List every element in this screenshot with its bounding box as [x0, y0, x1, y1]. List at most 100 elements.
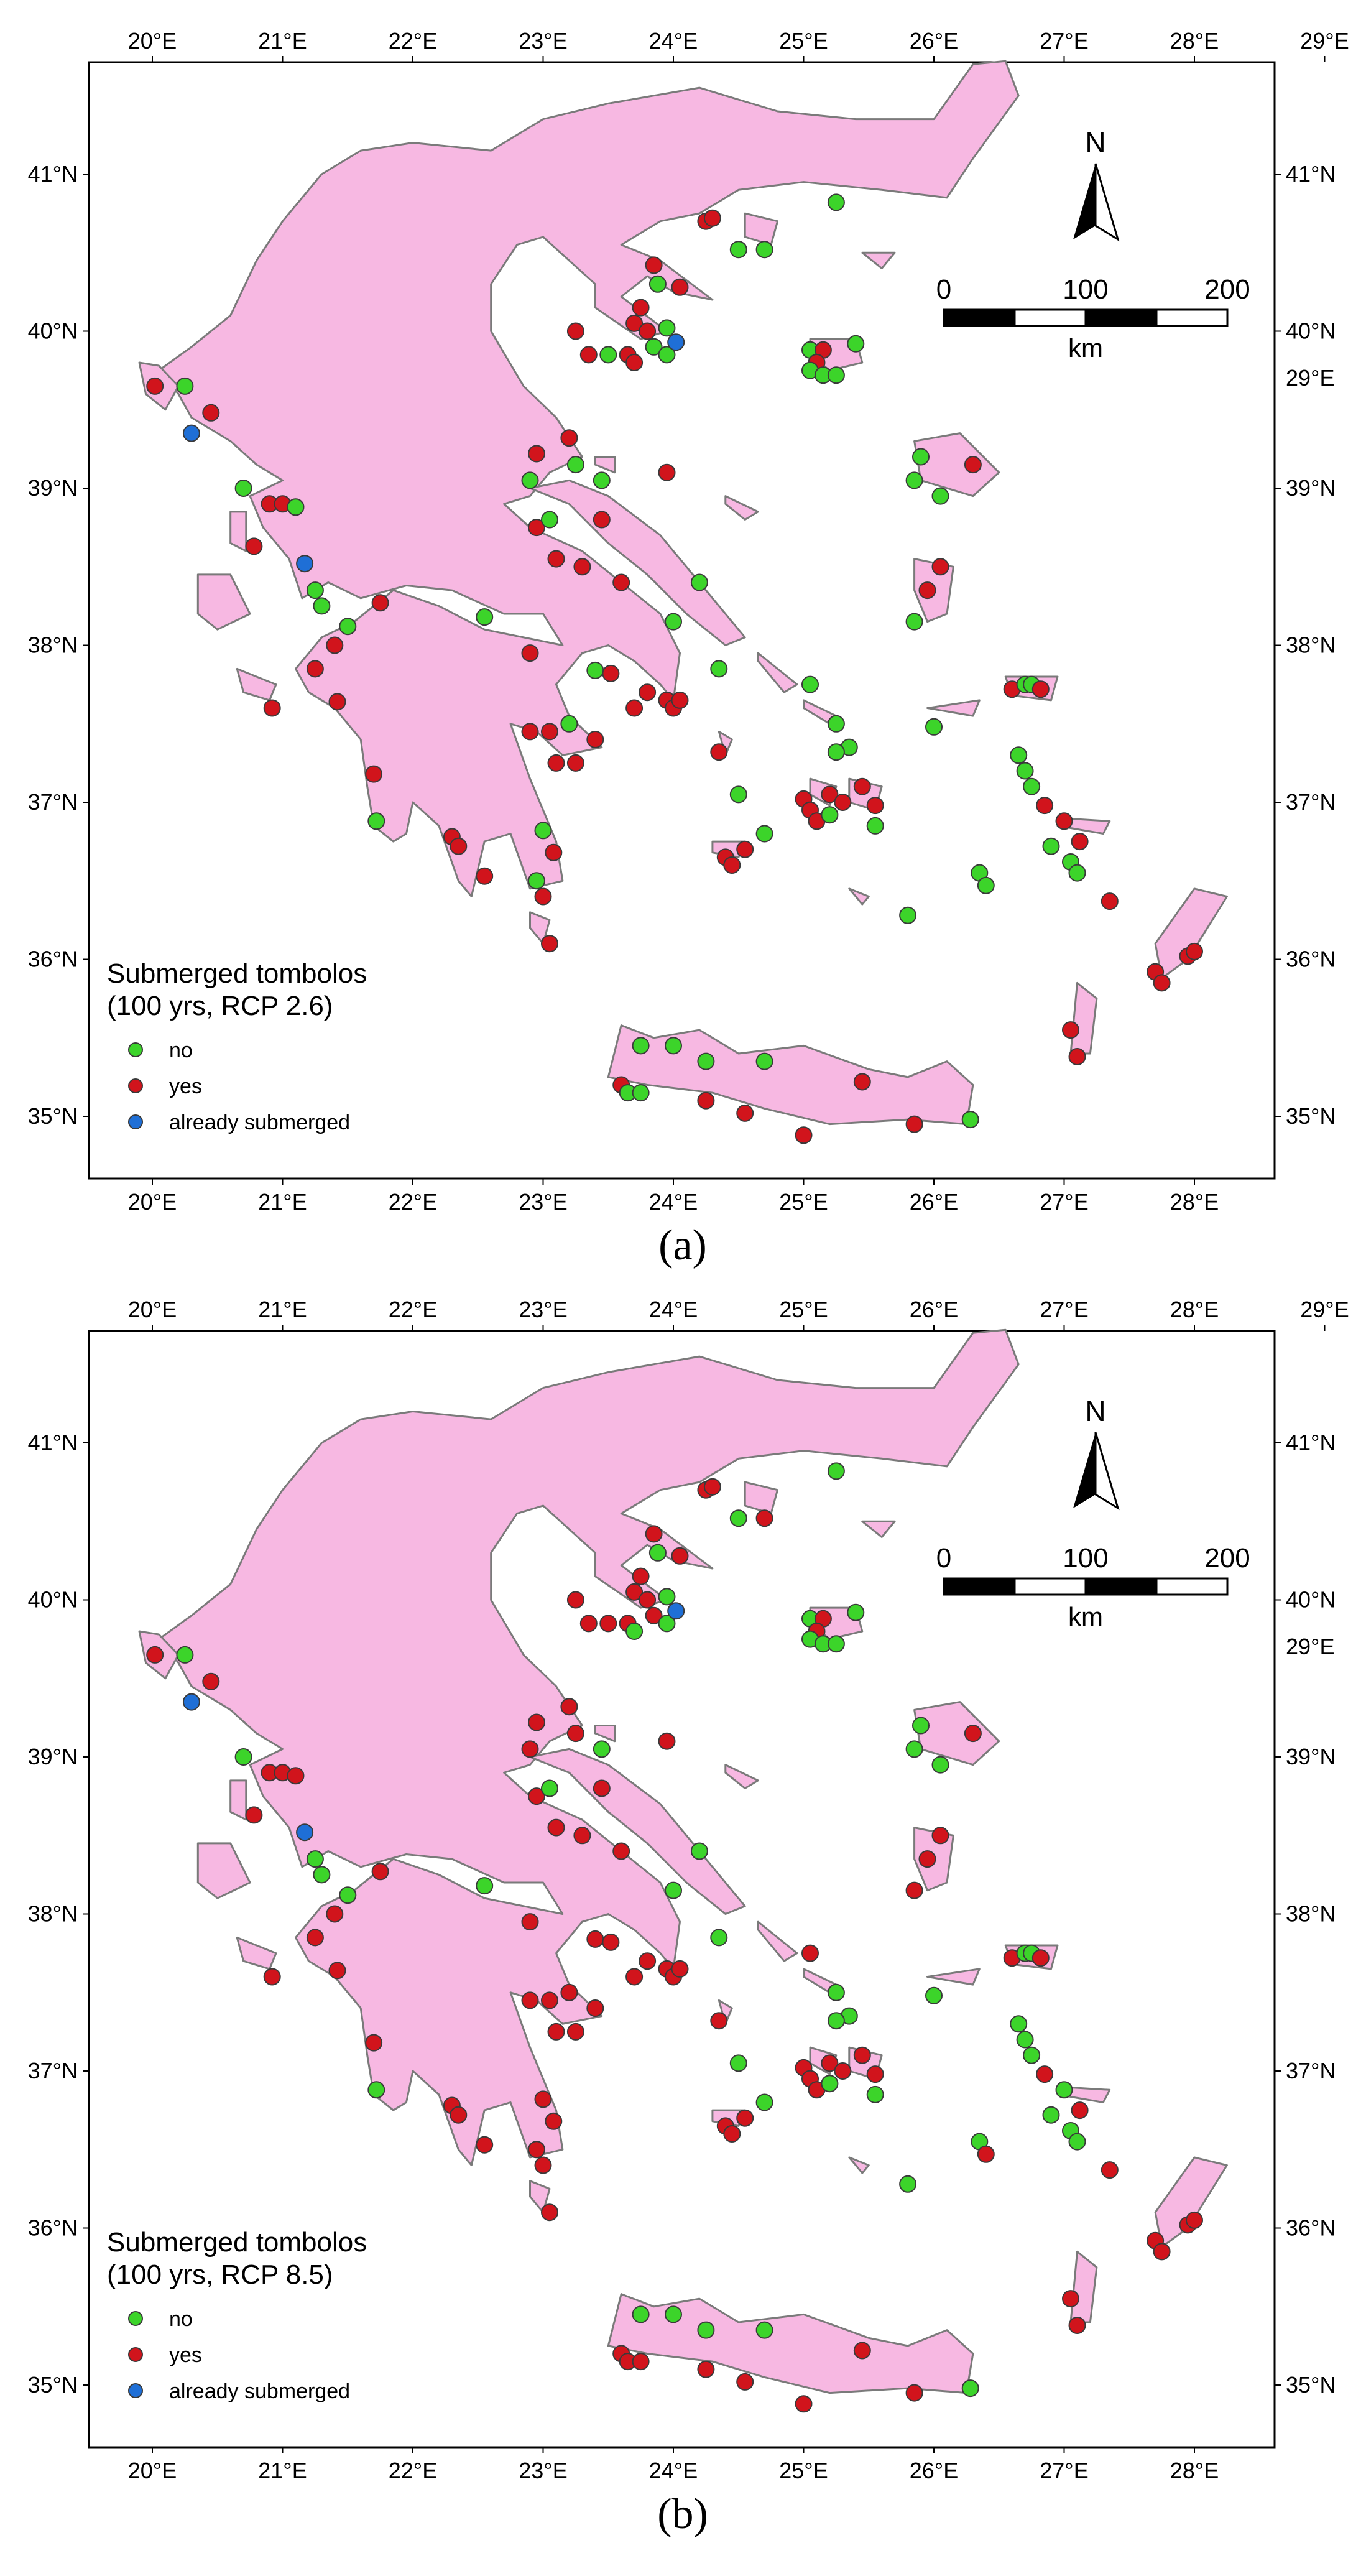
lon-tick-label-top: 23°E	[519, 1297, 567, 1322]
tombolo-point-yes	[1036, 2065, 1054, 2083]
tombolo-point-yes	[371, 1863, 389, 1881]
land-skiathos	[594, 1725, 616, 1743]
lon-tick-label-bottom: 20°E	[128, 1189, 177, 1215]
tombolo-point-yes	[306, 1929, 324, 1947]
lon-tick-label-bottom: 24°E	[649, 2458, 698, 2483]
tombolo-point-no	[521, 471, 539, 489]
tombolo-point-no	[847, 1603, 865, 1621]
tombolo-point-no	[899, 2175, 917, 2193]
tombolo-point-yes	[801, 1944, 819, 1962]
lon-tick-label-top: 21°E	[258, 28, 307, 53]
scale-bar-segment	[1155, 1577, 1229, 1596]
legend-item-label: yes	[169, 1075, 202, 1098]
tombolo-point-no	[593, 1740, 611, 1758]
north-arrow-right-half	[1094, 163, 1120, 242]
map-frame-group: 20°E 21°E 22°E 23°E 24°E 25°E 26°E 27°E 28°E 20°E…	[28, 1297, 1349, 2483]
tombolo-point-no	[1010, 2015, 1028, 2033]
lat-tick-label-left: 35°N	[28, 1103, 78, 1129]
north-arrow-label: N	[1085, 1395, 1105, 1427]
tombolo-point-yes	[450, 837, 468, 855]
lon-tick-label-top: 21°E	[258, 1297, 307, 1322]
tombolo-point-yes	[245, 1806, 263, 1824]
north-arrow: N	[1073, 1395, 1120, 1511]
legend-marker	[128, 1078, 143, 1093]
tombolo-point-yes	[703, 209, 721, 227]
legend-item-label: already submerged	[169, 1111, 350, 1134]
north-arrow-right-half	[1094, 1432, 1120, 1511]
lon-tick-label-top: 28°E	[1170, 28, 1219, 53]
tombolo-point-yes	[625, 1968, 644, 1986]
tombolo-point-yes	[658, 1732, 676, 1750]
tombolo-point-yes	[528, 519, 545, 537]
land-ikaria	[926, 699, 981, 717]
lon-tick-label-bottom: 21°E	[258, 1189, 307, 1215]
tombolo-point-no	[827, 1983, 845, 2001]
lon-tick-label-bottom: 20°E	[128, 2458, 177, 2483]
tombolo-point-yes	[371, 594, 389, 612]
tombolo-point-submerged	[182, 424, 200, 442]
lon-tick-label-bottom: 23°E	[519, 1189, 567, 1215]
land-samothraki	[861, 251, 896, 269]
tombolo-point-yes	[1055, 812, 1073, 830]
lon-tick-label-top: 20°E	[128, 28, 177, 53]
tombolo-point-no	[827, 715, 845, 733]
scale-bar-tick-label: 0	[936, 274, 951, 305]
lon-tick-label-top: 20°E	[128, 1297, 177, 1322]
tombolo-point-no	[801, 675, 819, 693]
tombolo-point-yes	[645, 256, 663, 274]
tombolo-point-yes	[326, 636, 344, 654]
lat-tick-label-left: 38°N	[28, 1901, 78, 1927]
land-kythnos	[718, 730, 733, 756]
panel-caption: (a)	[658, 1221, 707, 1269]
tombolo-point-yes	[534, 2090, 552, 2108]
tombolo-point-no	[821, 806, 839, 824]
land-lefkada	[229, 1779, 247, 1821]
tombolo-point-yes	[579, 1615, 598, 1633]
tombolo-point-yes	[625, 699, 644, 717]
tombolo-point-no	[755, 241, 773, 259]
tombolo-point-no	[1055, 2081, 1073, 2099]
tombolo-point-no	[234, 480, 252, 497]
lon-tick-label-bottom: 24°E	[649, 1189, 698, 1215]
scale-bar-segment	[1084, 1577, 1158, 1596]
tombolo-point-yes	[612, 573, 630, 591]
tombolo-point-no	[755, 2093, 773, 2111]
legend-item-label: no	[169, 2307, 193, 2331]
tombolo-point-yes	[853, 2046, 871, 2064]
tombolo-point-no	[866, 2085, 884, 2103]
tombolo-point-yes	[287, 1767, 305, 1785]
tombolo-point-no	[905, 471, 923, 489]
tombolo-point-no	[541, 1779, 558, 1797]
tombolo-point-no	[931, 1756, 949, 1774]
tombolo-point-yes	[645, 1525, 663, 1543]
land-crete	[607, 1024, 974, 1126]
tombolo-point-yes	[918, 1850, 936, 1868]
scale-bar-segment	[943, 1577, 1016, 1596]
tombolo-point-yes	[639, 1952, 657, 1970]
tombolo-point-no	[827, 366, 845, 384]
tombolo-point-yes	[697, 1091, 715, 1110]
tombolo-point-submerged	[182, 1693, 200, 1711]
land-samothraki	[861, 1520, 896, 1538]
land-euboea	[529, 1748, 746, 1915]
land-crete	[607, 2293, 974, 2394]
tombolo-point-no	[632, 1084, 650, 1102]
tombolo-point-no	[476, 1877, 494, 1895]
tombolo-point-yes	[560, 429, 578, 447]
scale-bar-segment	[943, 308, 1016, 327]
tombolo-point-submerged	[667, 333, 685, 351]
scale-bar-tick-label: 200	[1204, 274, 1250, 305]
lat-tick-label-right: 35°N	[1286, 2372, 1336, 2398]
tombolo-point-yes	[755, 1509, 773, 1527]
tombolo-point-yes	[625, 314, 644, 332]
tombolo-point-no	[977, 876, 995, 894]
tombolo-point-no	[827, 1635, 845, 1653]
tombolo-point-no	[827, 193, 845, 211]
lon-tick-label-top: 24°E	[649, 28, 698, 53]
tombolo-point-yes	[964, 456, 982, 474]
lat-tick-label-left: 39°N	[28, 475, 78, 501]
legend: Submerged tombolos(100 yrs, RCP 8.5) no ye…	[107, 2227, 367, 2403]
tombolo-point-yes	[639, 322, 657, 340]
lon-tick-label-top: 27°E	[1040, 1297, 1088, 1322]
tombolo-point-yes	[1062, 2290, 1079, 2308]
